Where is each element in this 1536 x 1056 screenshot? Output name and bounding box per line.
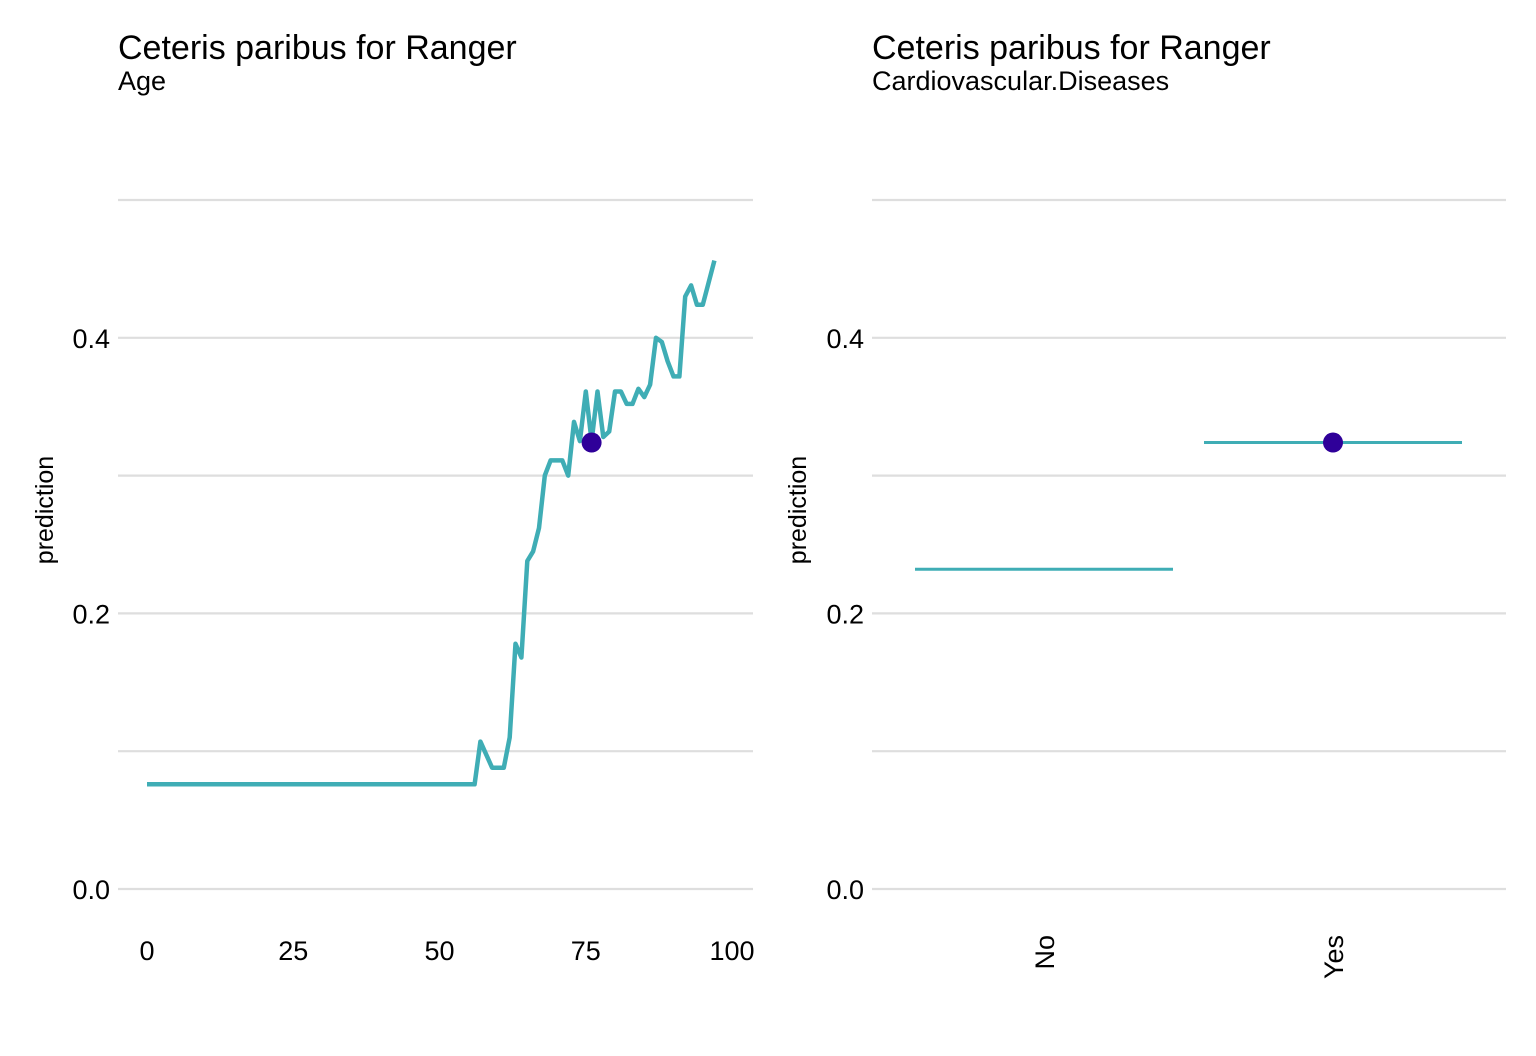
panel-age-observation-point (581, 432, 602, 453)
panel-cardio-y-axis-label: prediction (784, 456, 812, 564)
y-tick-label: 0.4 (826, 324, 864, 354)
panel-age-title: Ceteris paribus for Ranger (118, 29, 517, 67)
panel-age-subtitle: Age (118, 66, 166, 96)
y-tick-label: 0.2 (826, 599, 864, 629)
panel-age: Ceteris paribus for Ranger Age predictio… (31, 29, 755, 966)
panel-cardio-y-ticks: 0.0 0.2 0.4 (826, 324, 864, 905)
x-tick-label: 25 (278, 936, 308, 966)
panel-cardio-observation-point (1323, 432, 1343, 453)
panel-cardio-segments (915, 441, 1462, 571)
panel-cardio-gridlines (872, 198, 1506, 891)
panel-age-gridlines (118, 198, 753, 891)
x-tick-label: 75 (571, 936, 601, 966)
y-tick-label: 0.0 (72, 875, 110, 905)
panel-age-series-line (147, 260, 717, 787)
y-tick-label: 0.2 (72, 599, 110, 629)
panel-cardio-x-ticks: No Yes (1030, 935, 1349, 979)
panel-cardio-subtitle: Cardiovascular.Diseases (872, 66, 1169, 96)
x-tick-label: 0 (139, 936, 154, 966)
x-tick-label: Yes (1319, 935, 1349, 979)
x-tick-label: 100 (709, 936, 754, 966)
panel-age-x-ticks: 0 25 50 75 100 (139, 936, 754, 966)
y-tick-label: 0.0 (826, 875, 864, 905)
panel-cardio-title: Ceteris paribus for Ranger (872, 29, 1271, 67)
x-tick-label: 50 (424, 936, 454, 966)
x-tick-label: No (1030, 935, 1060, 970)
panel-age-y-ticks: 0.0 0.2 0.4 (72, 324, 110, 905)
panel-age-y-axis-label: prediction (31, 456, 59, 564)
y-tick-label: 0.4 (72, 324, 110, 354)
panel-cardiovascular: Ceteris paribus for Ranger Cardiovascula… (784, 29, 1506, 979)
